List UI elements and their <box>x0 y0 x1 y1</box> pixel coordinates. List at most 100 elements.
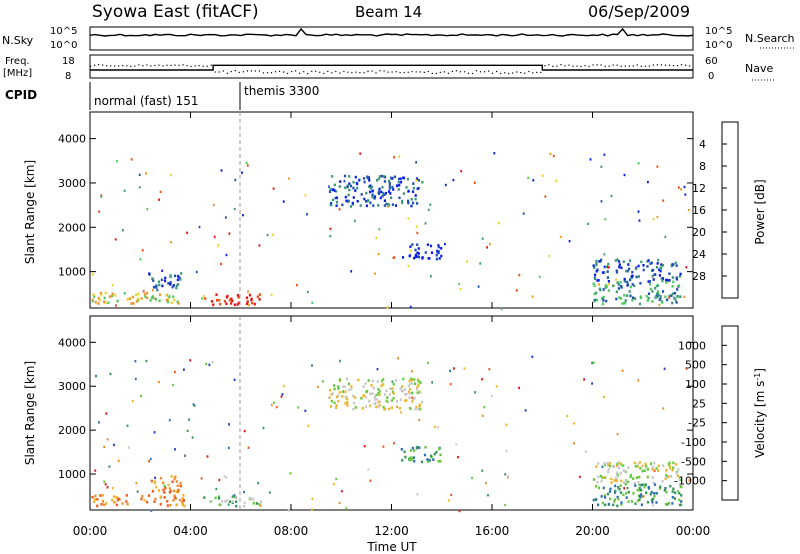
nave-dot <box>455 70 457 72</box>
range-cell <box>372 386 375 390</box>
range-cell <box>158 299 161 303</box>
range-cell <box>619 472 622 475</box>
range-cell <box>595 261 598 264</box>
range-cell <box>354 189 357 192</box>
range-cell <box>631 296 635 300</box>
range-cell <box>255 502 258 505</box>
range-cell <box>338 379 342 383</box>
range-cell <box>481 469 484 472</box>
range-cell <box>333 384 336 387</box>
nave-dot <box>496 70 498 73</box>
range-cell <box>667 463 670 466</box>
range-cell <box>610 477 613 481</box>
range-cell <box>506 476 509 479</box>
range-cell <box>407 264 410 268</box>
range-cell <box>157 280 161 284</box>
range-cell <box>352 408 355 411</box>
range-cell <box>341 203 344 207</box>
range-cell <box>328 185 330 188</box>
range-cell <box>103 300 106 304</box>
range-cell <box>399 398 403 401</box>
range-cell <box>683 185 686 189</box>
nave-dot <box>210 64 212 66</box>
range-cell <box>371 195 374 199</box>
range-cell <box>652 278 655 281</box>
range-cell <box>665 281 668 284</box>
range-cell <box>614 259 617 262</box>
range-cell <box>392 188 395 191</box>
nave-dot <box>660 64 662 66</box>
range-cell <box>658 268 661 272</box>
range-cell <box>174 497 177 500</box>
range-cell <box>646 475 649 479</box>
range-cell <box>623 301 626 305</box>
range-cell <box>416 243 419 246</box>
range-cell <box>604 496 607 499</box>
range-cell <box>612 465 615 469</box>
range-cell <box>116 299 119 303</box>
range-cell <box>626 284 629 287</box>
range-cell <box>408 379 411 383</box>
range-cell <box>390 176 393 180</box>
range-cell <box>380 190 383 194</box>
range-cell <box>640 260 643 264</box>
range-cell <box>135 293 138 297</box>
range-cell <box>94 300 97 304</box>
nave-dot <box>676 65 679 67</box>
range-cell <box>116 160 118 163</box>
range-cell <box>341 395 344 398</box>
range-cell <box>605 265 608 269</box>
range-cell <box>644 462 647 466</box>
freq-label-2: [MHz] <box>3 68 32 79</box>
range-cell <box>248 496 251 500</box>
range-cell <box>391 390 394 394</box>
nave-dot <box>287 72 289 74</box>
range-cell <box>415 177 419 180</box>
range-cell <box>622 481 625 484</box>
range-cell <box>270 293 273 297</box>
nave-dot <box>399 72 401 74</box>
range-cell <box>103 503 106 507</box>
colorbar-tick-label: -500 <box>681 455 706 468</box>
range-cell <box>669 475 672 478</box>
range-cell <box>243 490 245 494</box>
nave-dot <box>138 64 140 66</box>
range-cell <box>415 179 418 182</box>
range-cell <box>374 398 377 401</box>
range-cell <box>608 464 612 468</box>
range-cell <box>346 185 349 189</box>
nave-dot <box>246 70 248 72</box>
range-cell <box>457 455 459 459</box>
range-cell <box>91 298 94 301</box>
range-cell <box>245 296 249 300</box>
range-cell <box>398 155 401 158</box>
range-cell <box>661 277 665 280</box>
range-cell <box>225 476 228 479</box>
range-cell <box>215 293 218 296</box>
range-cell <box>637 162 640 165</box>
range-cell <box>411 396 413 399</box>
range-cell <box>182 499 185 502</box>
range-cell <box>634 484 637 487</box>
range-cell <box>592 478 596 481</box>
range-cell <box>101 494 105 497</box>
y-tick-label: 3000 <box>58 177 86 190</box>
nsky-label: N.Sky <box>2 34 34 47</box>
nave-dot <box>636 64 638 66</box>
freq-label-1: Freq. <box>5 56 30 67</box>
range-cell <box>490 395 493 398</box>
range-cell <box>646 500 650 504</box>
range-cell <box>668 464 671 468</box>
range-cell <box>126 424 129 427</box>
range-cell <box>335 200 339 204</box>
range-cell <box>603 395 605 399</box>
range-cell <box>678 186 680 189</box>
range-cell <box>175 490 178 494</box>
range-cell <box>620 479 623 483</box>
range-cell <box>173 495 176 499</box>
range-cell <box>250 497 253 501</box>
range-cell <box>105 412 108 415</box>
range-cell <box>618 466 621 469</box>
range-cell <box>678 275 681 278</box>
range-cell <box>378 390 381 393</box>
